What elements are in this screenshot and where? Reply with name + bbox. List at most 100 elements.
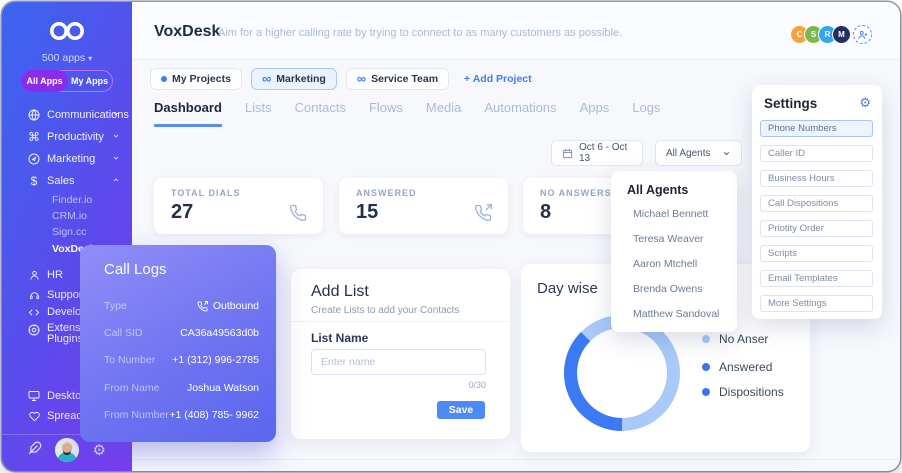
- gear-icon[interactable]: ⚙: [859, 95, 871, 110]
- settings-item-call-dispositions[interactable]: Call Dispositions: [760, 195, 873, 212]
- stat-card-answered: ANSWERED 15: [339, 178, 508, 234]
- settings-item-more-settings[interactable]: More Settings: [760, 295, 873, 312]
- sidebar-item-label: HR: [47, 269, 63, 281]
- chevron-up-icon: [112, 175, 120, 187]
- stat-value: 15: [356, 201, 379, 223]
- user-avatar[interactable]: [55, 438, 80, 462]
- row-label: To Number: [104, 354, 156, 366]
- agent-option[interactable]: Matthew Sandoval: [633, 308, 720, 320]
- agents-select[interactable]: All Agents: [655, 140, 742, 166]
- sidebar-item-marketing[interactable]: Marketing: [2, 150, 132, 168]
- chip-marketing[interactable]: ∞ Marketing: [250, 68, 337, 90]
- sidebar-item-extension-plugins[interactable]: Extension Plugins: [2, 322, 132, 352]
- sidebar-item-support[interactable]: Support: [2, 286, 132, 304]
- sidebar-item-productivity[interactable]: ⌘ Productivity: [2, 128, 132, 146]
- dashboard-tabs: Dashboard Lists Contacts Flows Media Aut…: [154, 100, 660, 127]
- sidebar-item-finder-io[interactable]: Finder.io: [52, 194, 93, 206]
- compass-icon: [27, 153, 41, 165]
- settings-item-business-hours[interactable]: Business Hours: [760, 170, 873, 187]
- agent-option[interactable]: Brenda Owens: [633, 283, 703, 295]
- infinity-icon: ∞: [356, 71, 367, 86]
- sidebar-item-label: Marketing: [47, 153, 96, 165]
- sidebar: 500 apps ▾ All Apps My Apps Communicatio…: [2, 2, 132, 471]
- settings-item-priority-order[interactable]: Priotity Order: [760, 220, 873, 237]
- chip-label: My Projects: [172, 73, 231, 85]
- divider: [132, 459, 900, 460]
- add-project-button[interactable]: + Add Project: [464, 73, 532, 85]
- row-label: From Name: [104, 382, 160, 394]
- call-log-row-from-number: From Number +1 (408) 785- 9962: [104, 408, 259, 422]
- legend-item-answered: Answered: [702, 360, 772, 374]
- page-header: VoxDesk Aim for a higher calling rate by…: [132, 2, 900, 60]
- my-apps-toggle[interactable]: My Apps: [70, 76, 109, 86]
- tab-dashboard[interactable]: Dashboard: [154, 100, 222, 127]
- apps-count-dropdown[interactable]: 500 apps ▾: [41, 52, 93, 64]
- chevron-down-icon: [112, 153, 120, 165]
- avatar[interactable]: M: [832, 25, 851, 44]
- sidebar-item-label: Productivity: [47, 131, 104, 143]
- call-log-row-to-number: To Number +1 (312) 996-2785: [104, 353, 259, 367]
- infinity-icon: ∞: [261, 71, 272, 86]
- legend-dot-icon: [702, 335, 710, 343]
- tab-contacts[interactable]: Contacts: [294, 100, 346, 115]
- tab-automations[interactable]: Automations: [484, 100, 557, 115]
- globe-icon: [27, 109, 41, 121]
- settings-item-email-templates[interactable]: Email Templates: [760, 270, 873, 287]
- stat-label: NO ANSWERS: [540, 188, 612, 198]
- row-value: Outbound: [212, 300, 259, 312]
- calendar-icon: [562, 148, 573, 159]
- date-range-picker[interactable]: Oct 6 - Oct 13: [551, 140, 643, 166]
- legend-label: Answered: [719, 360, 773, 374]
- legend-label: Dispositions: [719, 385, 784, 399]
- chip-label: Service Team: [371, 73, 439, 85]
- call-logs-popup: Call Logs Type Outbound Call SID CA36a49…: [80, 245, 276, 442]
- agents-select-value: All Agents: [666, 147, 711, 159]
- list-name-input[interactable]: [311, 349, 486, 375]
- gear-icon[interactable]: ⚙: [92, 442, 106, 459]
- blue-dot-icon: [161, 76, 167, 82]
- legend-dot-icon: [702, 388, 710, 396]
- save-button[interactable]: Save: [437, 401, 485, 419]
- agent-option[interactable]: Teresa Weaver: [633, 233, 704, 245]
- call-log-row-from-name: From Name Joshua Watson: [104, 381, 259, 395]
- settings-item-scripts[interactable]: Scripts: [760, 245, 873, 262]
- all-apps-toggle[interactable]: All Apps: [21, 70, 69, 92]
- agent-option[interactable]: Michael Bennett: [633, 208, 709, 220]
- chevron-down-icon: [112, 109, 120, 121]
- tab-media[interactable]: Media: [425, 100, 462, 115]
- sidebar-item-hr[interactable]: HR: [2, 266, 132, 284]
- add-member-button[interactable]: [853, 25, 872, 44]
- agents-dropdown-title[interactable]: All Agents: [627, 183, 689, 197]
- chip-service-team[interactable]: ∞ Service Team: [345, 68, 450, 90]
- row-value: CA36a49563d0b: [180, 327, 259, 339]
- tab-apps[interactable]: Apps: [579, 100, 610, 115]
- person-icon: [27, 270, 41, 281]
- sidebar-item-desktop[interactable]: Desktop: [2, 387, 132, 405]
- sidebar-item-sales[interactable]: $ Sales: [2, 172, 132, 190]
- settings-title: Settings: [764, 96, 818, 111]
- command-icon: ⌘: [28, 130, 40, 144]
- sidebar-item-crm-io[interactable]: CRM.io: [52, 210, 88, 222]
- tab-flows[interactable]: Flows: [368, 100, 403, 115]
- feather-icon[interactable]: [28, 441, 42, 460]
- code-icon: [27, 307, 41, 318]
- settings-item-caller-id[interactable]: Caller ID: [760, 145, 873, 162]
- sidebar-item-label: Communications: [47, 109, 129, 121]
- agent-option[interactable]: Aaron Mtchell: [633, 258, 698, 270]
- sidebar-item-sign-cc[interactable]: Sign.cc: [52, 226, 87, 238]
- chip-my-projects[interactable]: My Projects: [150, 68, 242, 90]
- tab-lists[interactable]: Lists: [244, 100, 272, 115]
- sidebar-item-label: Support: [47, 289, 86, 301]
- date-range-label: Oct 6 - Oct 13: [579, 142, 628, 164]
- divider: [291, 321, 510, 322]
- dollar-icon: $: [30, 174, 38, 188]
- chevron-down-icon: [722, 149, 731, 158]
- row-label: From Number: [104, 409, 169, 421]
- tab-logs[interactable]: Logs: [632, 100, 661, 115]
- call-log-row-type: Type Outbound: [104, 299, 259, 313]
- settings-item-phone-numbers[interactable]: Phone Numbers: [760, 120, 873, 137]
- phone-outbound-icon: [197, 300, 208, 312]
- sidebar-item-spread[interactable]: Spread: [2, 407, 132, 425]
- legend-item-no-anser: No Anser: [702, 332, 768, 346]
- sidebar-item-communications[interactable]: Communications: [2, 106, 132, 124]
